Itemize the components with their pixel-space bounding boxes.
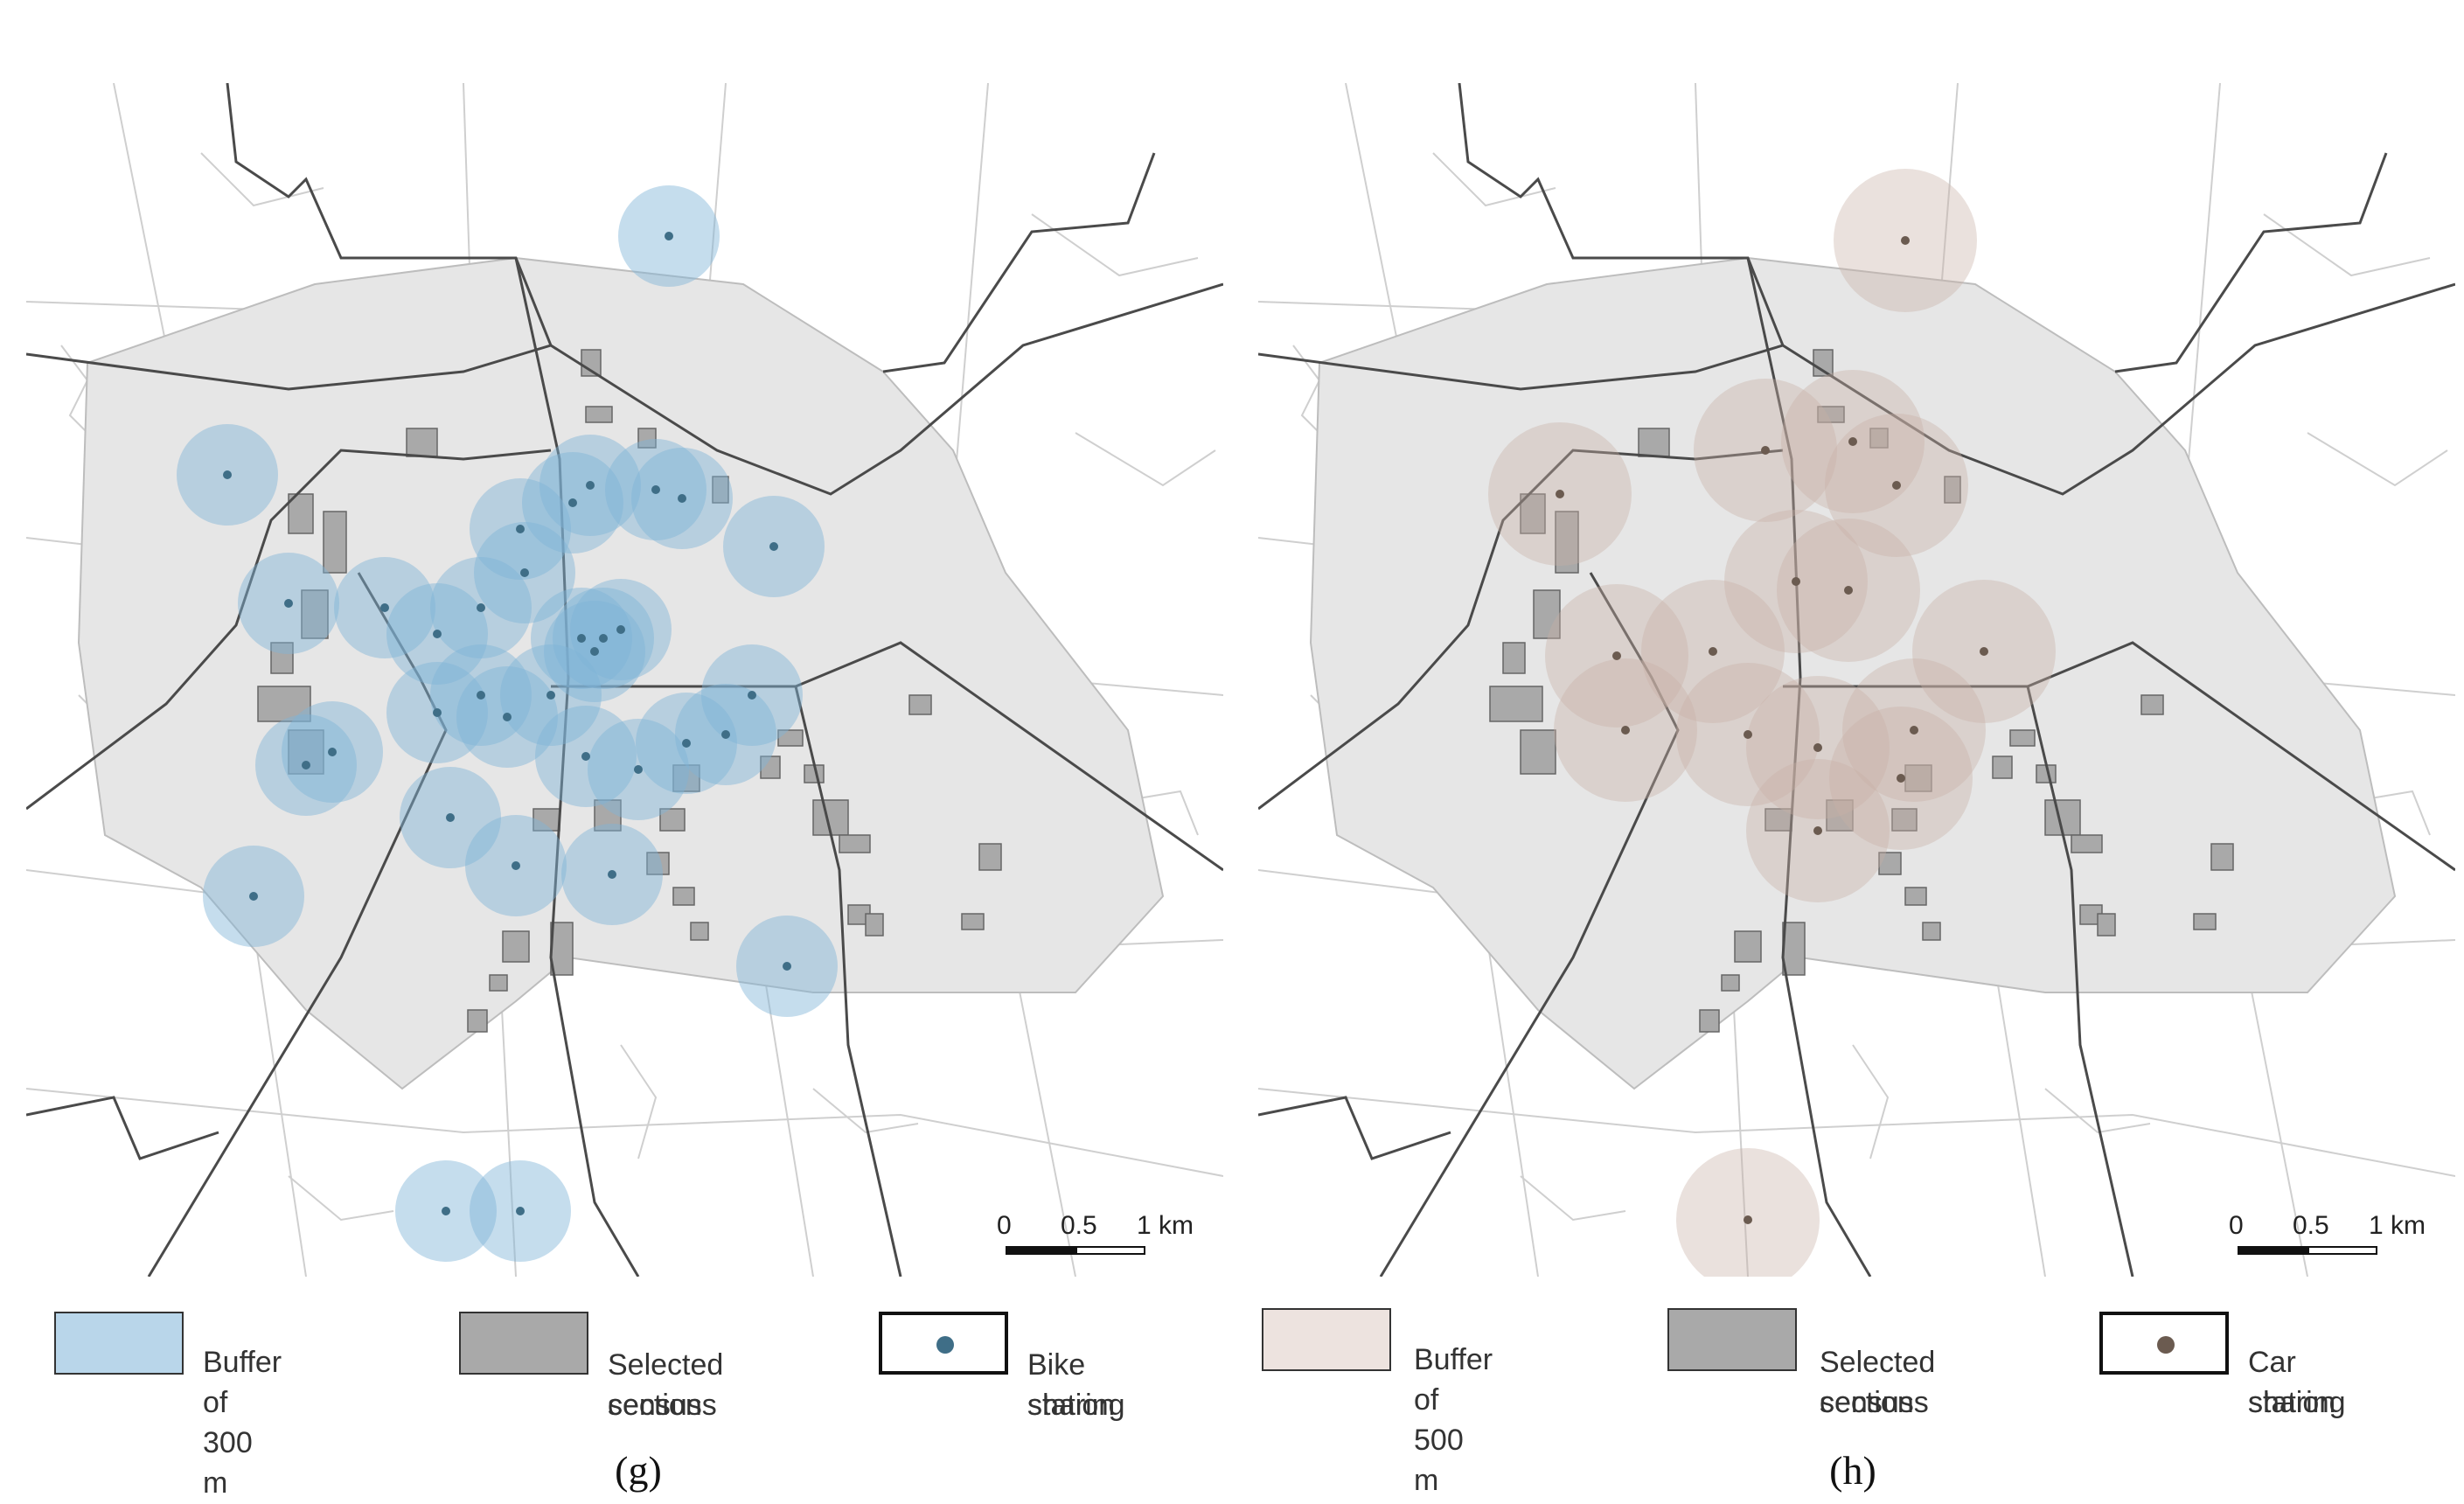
car-station-point[interactable] — [1621, 726, 1630, 735]
bike-station-point[interactable] — [608, 870, 616, 879]
bike-station-point[interactable] — [520, 568, 529, 577]
legend-buffer-swatch — [54, 1312, 184, 1375]
bike-station-point[interactable] — [433, 630, 442, 638]
car-station-point[interactable] — [1792, 577, 1800, 586]
legend-census-label-1: Selected census — [608, 1348, 724, 1422]
map-car-sharing[interactable]: 0 0.5 1 km — [1258, 83, 2455, 1277]
census-sections — [257, 349, 1002, 1033]
scale-label-half: 0.5 — [1061, 1211, 1097, 1240]
car-station-point[interactable] — [1813, 826, 1822, 835]
scale-label-1km: 1 km — [2369, 1211, 2426, 1240]
bike-station-point[interactable] — [302, 761, 310, 769]
car-station-point[interactable] — [1761, 446, 1770, 455]
bike-station-point[interactable] — [223, 470, 232, 479]
bike-station-point[interactable] — [616, 625, 625, 634]
car-station-point[interactable] — [1897, 774, 1905, 783]
legend-station-label-2: station — [2248, 1386, 2336, 1419]
bike-station-point[interactable] — [512, 861, 520, 870]
bike-station-point[interactable] — [577, 634, 586, 643]
bike-station-point[interactable] — [516, 1207, 525, 1215]
car-station-point[interactable] — [1709, 647, 1717, 656]
bike-station-point[interactable] — [546, 691, 555, 700]
legend-buffer-label: Buffer of 500 m — [1414, 1343, 1493, 1497]
bike-station-point[interactable] — [581, 752, 590, 761]
car-station-point[interactable] — [1910, 726, 1918, 735]
legend-station-label-1: Bike sharing — [1027, 1348, 1125, 1422]
bike-station-point[interactable] — [682, 739, 691, 748]
panel-caption: (g) — [615, 1448, 662, 1493]
legend-census-label-2: sections — [1820, 1386, 1929, 1419]
station-layer — [1556, 236, 1988, 1224]
legend-census-swatch — [1667, 1308, 1797, 1371]
district-boundaries — [26, 83, 1223, 1277]
station-layer — [223, 232, 791, 1215]
car-station-point[interactable] — [1744, 730, 1752, 739]
station-dot-icon — [936, 1336, 954, 1354]
legend-buffer-swatch — [1262, 1308, 1391, 1371]
bike-station-point[interactable] — [783, 962, 791, 971]
bike-station-point[interactable] — [586, 481, 595, 490]
scale-label-half: 0.5 — [2293, 1211, 2329, 1240]
bike-station-point[interactable] — [590, 647, 599, 656]
car-station-point[interactable] — [1612, 651, 1621, 660]
car-station-point[interactable] — [1848, 437, 1857, 446]
legend-buffer-label: Buffer of 300 m — [203, 1346, 282, 1500]
bike-station-point[interactable] — [748, 691, 756, 700]
map-bike-sharing[interactable]: 0 0.5 1 km — [26, 83, 1223, 1277]
bike-station-point[interactable] — [442, 1207, 450, 1215]
bike-station-point[interactable] — [249, 892, 258, 901]
bike-station-point[interactable] — [665, 232, 673, 240]
bike-station-point[interactable] — [769, 542, 778, 551]
panel-caption: (h) — [1829, 1448, 1876, 1493]
bike-station-point[interactable] — [328, 748, 337, 756]
urban-area — [77, 256, 1165, 1090]
car-station-point[interactable] — [1980, 647, 1988, 656]
scale-label-1km: 1 km — [1137, 1211, 1194, 1240]
bike-station-point[interactable] — [678, 494, 686, 503]
district-boundaries — [1258, 83, 2455, 1277]
car-station-point[interactable] — [1556, 490, 1564, 498]
bike-station-point[interactable] — [446, 813, 455, 822]
map-svg — [1258, 83, 2455, 1277]
car-station-point[interactable] — [1892, 481, 1901, 490]
legend-station-swatch — [2099, 1312, 2229, 1375]
bike-station-point[interactable] — [651, 485, 660, 494]
legend-census-swatch — [459, 1312, 588, 1375]
bike-station-point[interactable] — [599, 634, 608, 643]
legend-station-label-1: Car sharing — [2248, 1346, 2346, 1419]
bike-station-point[interactable] — [477, 691, 485, 700]
legend-station-label-2: station — [1027, 1389, 1116, 1422]
scale-label-0: 0 — [997, 1211, 1012, 1240]
bike-station-point[interactable] — [634, 765, 643, 774]
bike-station-point[interactable] — [380, 603, 389, 612]
car-station-point[interactable] — [1744, 1215, 1752, 1224]
scale-bar — [1006, 1246, 1145, 1257]
bike-station-point[interactable] — [433, 708, 442, 717]
scale-bar — [2238, 1246, 2377, 1257]
car-station-point[interactable] — [1813, 743, 1822, 752]
legend-census-label-2: sections — [608, 1389, 717, 1422]
bike-station-point[interactable] — [721, 730, 730, 739]
bike-station-point[interactable] — [477, 603, 485, 612]
station-dot-icon — [2157, 1336, 2175, 1354]
bike-station-point[interactable] — [503, 713, 512, 721]
scale-label-0: 0 — [2229, 1211, 2244, 1240]
legend-census-label-1: Selected census — [1820, 1346, 1936, 1419]
bike-station-point[interactable] — [516, 525, 525, 533]
car-station-point[interactable] — [1901, 236, 1910, 245]
map-svg — [26, 83, 1223, 1277]
bike-station-point[interactable] — [284, 599, 293, 608]
car-station-point[interactable] — [1844, 586, 1853, 595]
urban-area — [1309, 256, 2397, 1090]
legend-station-swatch — [879, 1312, 1008, 1375]
car-buffer — [1676, 1148, 1820, 1277]
bike-station-point[interactable] — [568, 498, 577, 507]
census-sections — [1489, 349, 2234, 1033]
